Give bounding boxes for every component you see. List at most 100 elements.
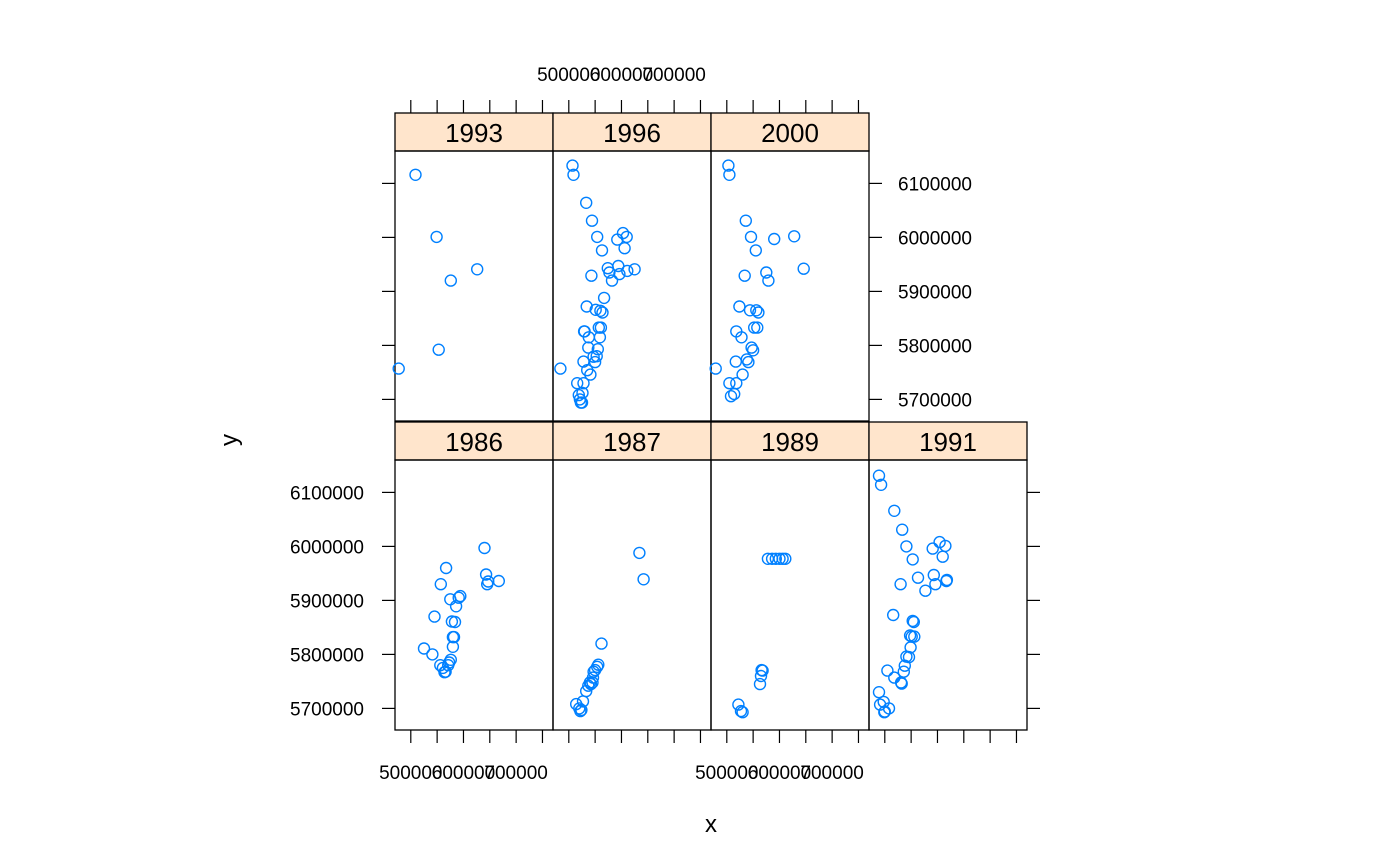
data-point: [566, 159, 579, 172]
data-point: [417, 642, 431, 655]
strip-label-1989: 1989: [761, 427, 819, 457]
data-point: [577, 377, 590, 390]
data-point: [723, 377, 736, 390]
data-point: [592, 658, 605, 671]
panel-1991: 1991: [868, 421, 1028, 731]
panels-layer: 1986 1987 1989 1991 1993 1996 2000: [392, 112, 1028, 731]
data-point: [735, 331, 748, 344]
data-point: [738, 269, 751, 282]
x-tick-label: 700000: [642, 65, 705, 86]
data-point: [939, 539, 952, 553]
y-tick-label: 6000000: [898, 228, 972, 249]
data-point: [589, 303, 602, 316]
panel-frame-1996: [552, 150, 712, 422]
data-point: [722, 159, 735, 172]
data-point: [940, 573, 954, 587]
data-point: [878, 705, 891, 718]
data-point: [733, 300, 746, 313]
data-point: [620, 230, 633, 244]
data-point: [779, 552, 792, 565]
strip-label-1993: 1993: [445, 118, 503, 148]
data-point: [444, 274, 457, 287]
strip-1986: [394, 421, 554, 461]
data-point: [567, 168, 580, 182]
data-point: [907, 615, 920, 629]
data-point: [887, 608, 900, 622]
panel-1993: 1993: [392, 112, 554, 422]
data-point: [752, 306, 765, 319]
x-tick-label: 500000: [695, 763, 758, 784]
data-point: [628, 263, 641, 276]
data-point: [392, 362, 405, 375]
data-point: [740, 353, 753, 366]
data-point: [749, 244, 762, 257]
y-tick-label: 5700000: [898, 390, 972, 411]
panel-1996: 1996: [552, 112, 712, 422]
data-point: [426, 648, 439, 661]
data-point: [432, 343, 445, 356]
data-point: [575, 396, 589, 409]
data-point: [580, 196, 593, 210]
panel-frame-1991: [868, 459, 1028, 731]
data-point: [769, 552, 782, 565]
panel-frame-1986: [394, 459, 554, 731]
data-point: [478, 541, 491, 555]
strip-1996: [552, 112, 712, 152]
data-point: [742, 355, 755, 369]
data-point: [728, 387, 741, 401]
data-point: [729, 355, 742, 368]
data-point: [797, 262, 810, 275]
data-point: [596, 306, 609, 319]
x-tick-label: 500000: [537, 65, 600, 86]
data-point: [732, 698, 745, 711]
data-point: [439, 561, 453, 575]
data-point: [897, 665, 910, 678]
data-point: [449, 600, 463, 613]
strip-2000: [710, 112, 870, 152]
strip-1993: [394, 112, 554, 152]
data-point: [730, 377, 743, 390]
data-point: [748, 321, 761, 334]
strip-1991: [868, 421, 1028, 461]
data-point: [881, 664, 894, 677]
data-point: [594, 321, 608, 334]
data-point: [452, 591, 465, 604]
y-tick-label: 6100000: [898, 174, 972, 195]
data-point: [447, 630, 461, 644]
data-point: [736, 706, 749, 719]
data-point: [605, 274, 619, 287]
data-point: [585, 269, 598, 282]
data-point: [443, 656, 456, 669]
data-point: [872, 469, 886, 482]
data-point: [621, 264, 634, 278]
x-tick-label: 700000: [484, 763, 547, 784]
data-point: [591, 343, 604, 356]
data-point: [593, 331, 607, 344]
data-point: [874, 478, 888, 491]
x-axis-title: x: [705, 811, 717, 838]
data-point: [756, 664, 769, 677]
y-tick-label: 5800000: [290, 645, 364, 666]
data-point: [894, 578, 907, 591]
data-point: [454, 589, 467, 603]
data-point: [927, 568, 940, 582]
y-tick-label: 5700000: [290, 699, 364, 720]
y-tick-label: 6100000: [290, 483, 364, 504]
data-point: [584, 368, 597, 381]
data-point: [900, 540, 913, 553]
data-point: [594, 304, 607, 317]
data-point: [492, 574, 505, 588]
data-point: [872, 686, 886, 699]
panel-frame-2000: [710, 150, 870, 422]
data-point: [585, 214, 599, 227]
data-point: [746, 344, 760, 357]
data-point: [739, 214, 752, 227]
panel-1987: 1987: [552, 421, 712, 731]
strip-label-1991: 1991: [919, 427, 977, 457]
data-point: [724, 390, 738, 403]
data-point: [744, 230, 758, 244]
y-tick-label: 5900000: [290, 591, 364, 612]
strip-1989: [710, 421, 870, 461]
